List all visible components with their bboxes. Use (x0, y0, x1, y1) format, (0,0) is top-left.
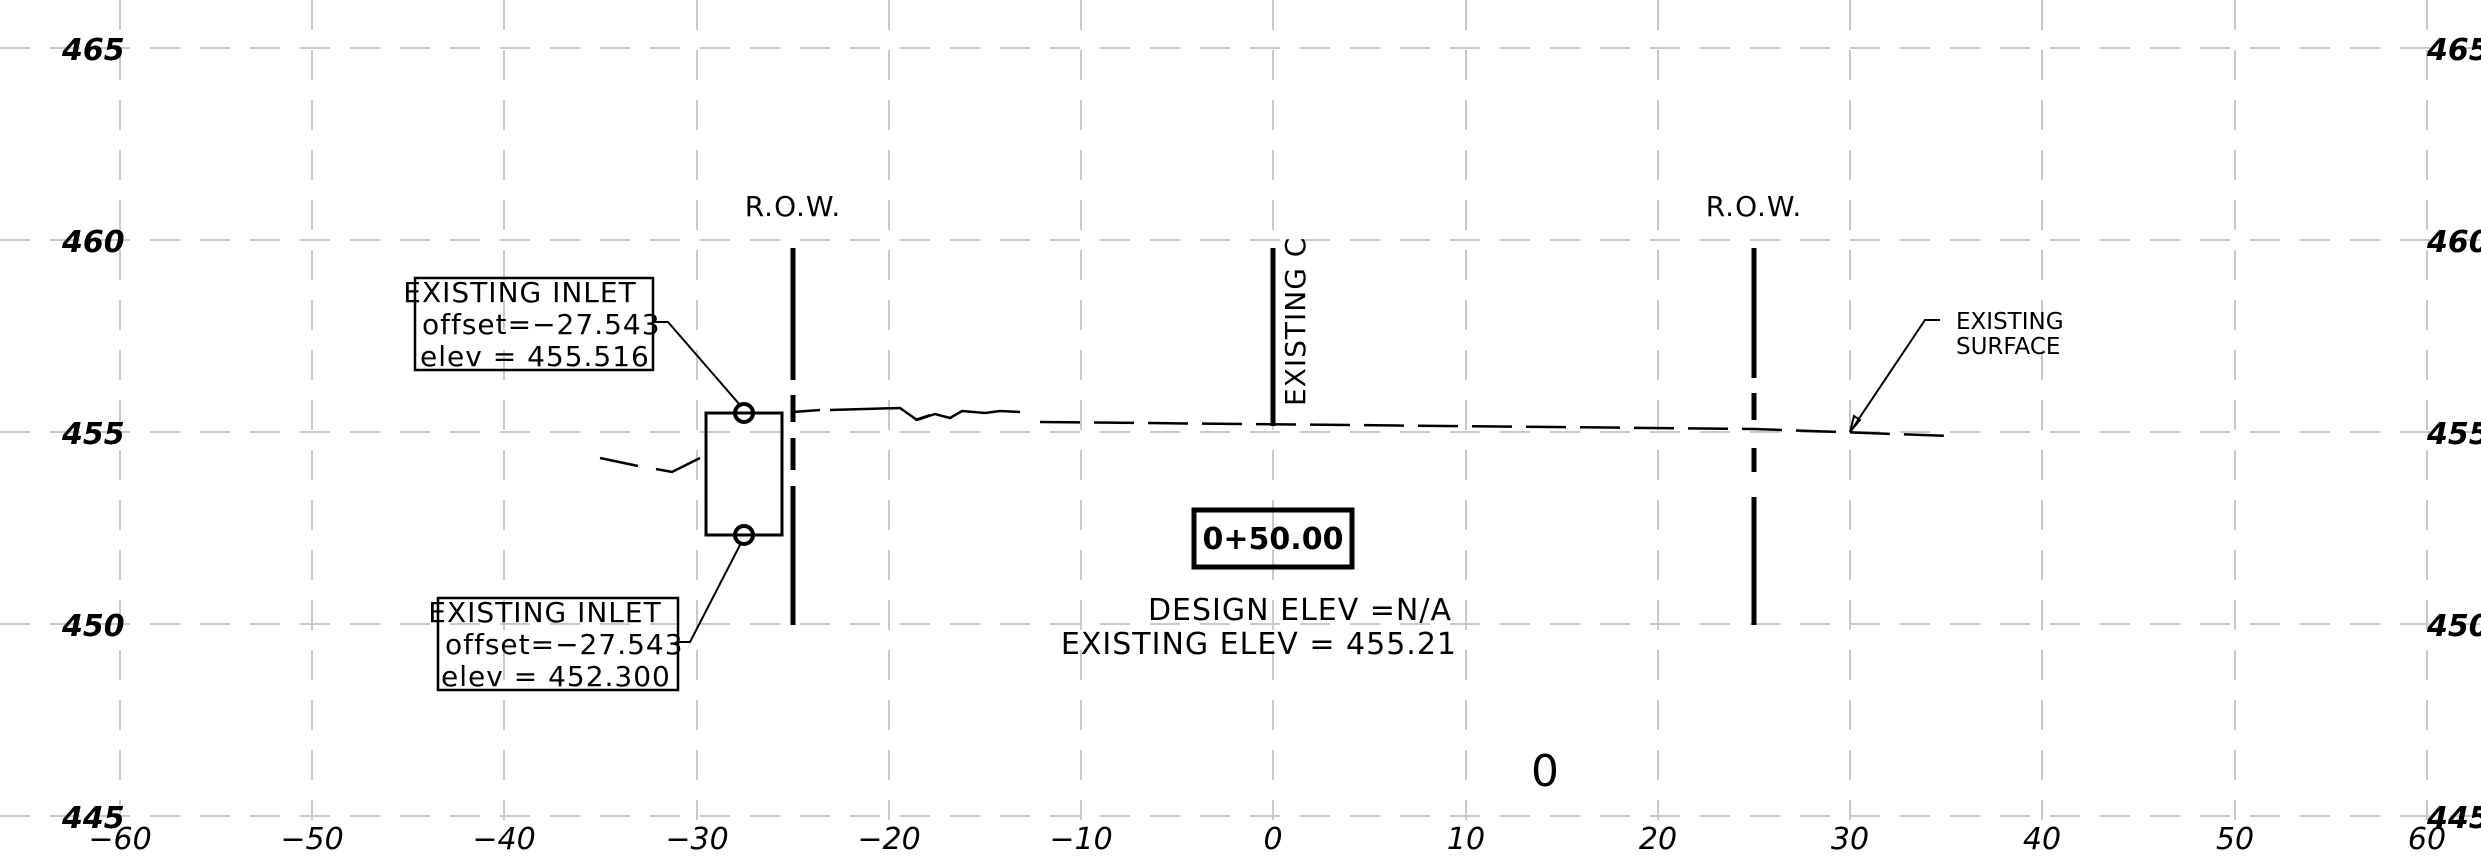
y-tick-label: 450 (2426, 609, 2481, 644)
inlet-lower-offset: offset=−27.543 (445, 628, 684, 661)
y-tick-label: 445 (2426, 801, 2481, 836)
inlet-marker-upper (733, 402, 755, 424)
surface-callout: EXISTING SURFACE (1849, 309, 2064, 433)
x-axis: −60 −50 −40 −30 −20 −10 0 10 20 30 40 50… (88, 822, 2446, 857)
inlet-callout-upper: EXISTING INLET offset=−27.543 elev = 455… (403, 276, 741, 406)
grid-lines (0, 0, 2481, 820)
y-axis-right: 465 460 455 450 445 (2426, 33, 2481, 836)
x-tick-label: −40 (472, 822, 535, 857)
existing-surface-line (599, 406, 1951, 474)
row-label-left: R.O.W. (745, 190, 842, 223)
inlet-callout-lower: EXISTING INLET offset=−27.543 elev = 452… (428, 544, 741, 693)
y-tick-label: 465 (2426, 33, 2481, 68)
x-tick-label: 10 (1447, 822, 1485, 857)
y-tick-label: 455 (61, 417, 125, 452)
y-tick-label: 450 (61, 609, 125, 644)
x-tick-label: −60 (88, 822, 151, 857)
surface-note-line1: EXISTING (1956, 309, 2064, 335)
station-value: 0+50.00 (1203, 522, 1344, 557)
inlet-upper-offset: offset=−27.543 (422, 308, 661, 341)
inlet-upper-elev: elev = 455.516 (420, 340, 650, 373)
existing-elevation: EXISTING ELEV = 455.21 (1061, 627, 1457, 662)
centerline-label: EXISTING C (1279, 237, 1312, 406)
inlet-upper-title: EXISTING INLET (403, 276, 636, 309)
x-tick-label: 60 (2408, 822, 2446, 857)
surface-note-line2: SURFACE (1956, 334, 2060, 360)
footer-marker: 0 (1531, 746, 1559, 797)
x-tick-label: 20 (1639, 822, 1677, 857)
inlet-structure (704, 402, 784, 546)
y-axis-left: 465 460 455 450 445 (61, 33, 125, 836)
inlet-lower-title: EXISTING INLET (428, 596, 661, 629)
x-tick-label: 0 (1263, 822, 1282, 857)
y-tick-label: 455 (2426, 417, 2481, 452)
station-label: 0+50.00 (1191, 507, 1355, 570)
design-elevation: DESIGN ELEV =N/A (1148, 593, 1452, 628)
y-tick-label: 445 (61, 801, 125, 836)
x-tick-label: −10 (1049, 822, 1112, 857)
inlet-lower-elev: elev = 452.300 (441, 660, 671, 693)
x-tick-label: 30 (1831, 822, 1869, 857)
x-tick-label: 40 (2023, 822, 2061, 857)
y-tick-label: 465 (61, 33, 125, 68)
x-tick-label: −20 (857, 822, 920, 857)
x-tick-label: −30 (665, 822, 728, 857)
row-label-right: R.O.W. (1706, 190, 1803, 223)
x-tick-label: −50 (280, 822, 343, 857)
y-tick-label: 460 (2426, 225, 2481, 260)
y-tick-label: 460 (61, 225, 125, 260)
inlet-marker-lower (733, 524, 755, 546)
x-tick-label: 50 (2216, 822, 2254, 857)
